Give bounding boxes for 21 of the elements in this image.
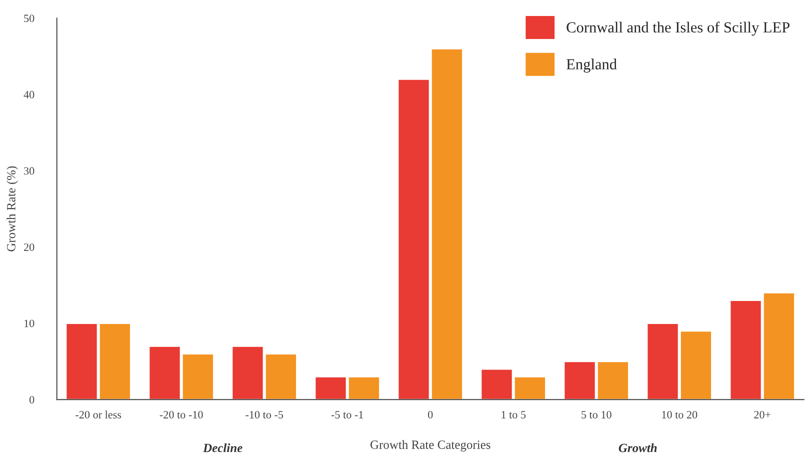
text: Decline bbox=[202, 443, 242, 452]
x-tick-label: 20+ bbox=[754, 410, 771, 418]
x-tick-label: 5 to 10 bbox=[582, 410, 612, 418]
legend-label: England bbox=[566, 58, 617, 73]
y-tick-label: 10 bbox=[24, 320, 34, 328]
text: Growth bbox=[618, 443, 657, 452]
y-axis-title: Growth Rate (%) bbox=[6, 166, 18, 252]
x-axis-title: Growth Rate Categories bbox=[370, 440, 490, 452]
x-tick-label: 0 bbox=[428, 410, 433, 418]
x-tick-label: 1 to 5 bbox=[502, 411, 526, 418]
x-tick-label: -5 to -1 bbox=[331, 411, 364, 418]
y-tick-label: 50 bbox=[24, 14, 34, 22]
y-tick-label: 30 bbox=[24, 167, 34, 175]
y-tick-label: 20 bbox=[24, 243, 34, 251]
x-tick-label: -10 to -5 bbox=[246, 410, 284, 418]
y-tick-label: 40 bbox=[24, 90, 34, 98]
legend-label: Cornwall and the Isles of Scilly LEP bbox=[566, 22, 790, 36]
x-tick-label: -20 to -10 bbox=[160, 410, 203, 418]
x-tick-label: -20 or less bbox=[76, 410, 122, 418]
y-tick-label: 0 bbox=[29, 396, 34, 404]
x-tick-label: 10 to 20 bbox=[662, 410, 698, 418]
